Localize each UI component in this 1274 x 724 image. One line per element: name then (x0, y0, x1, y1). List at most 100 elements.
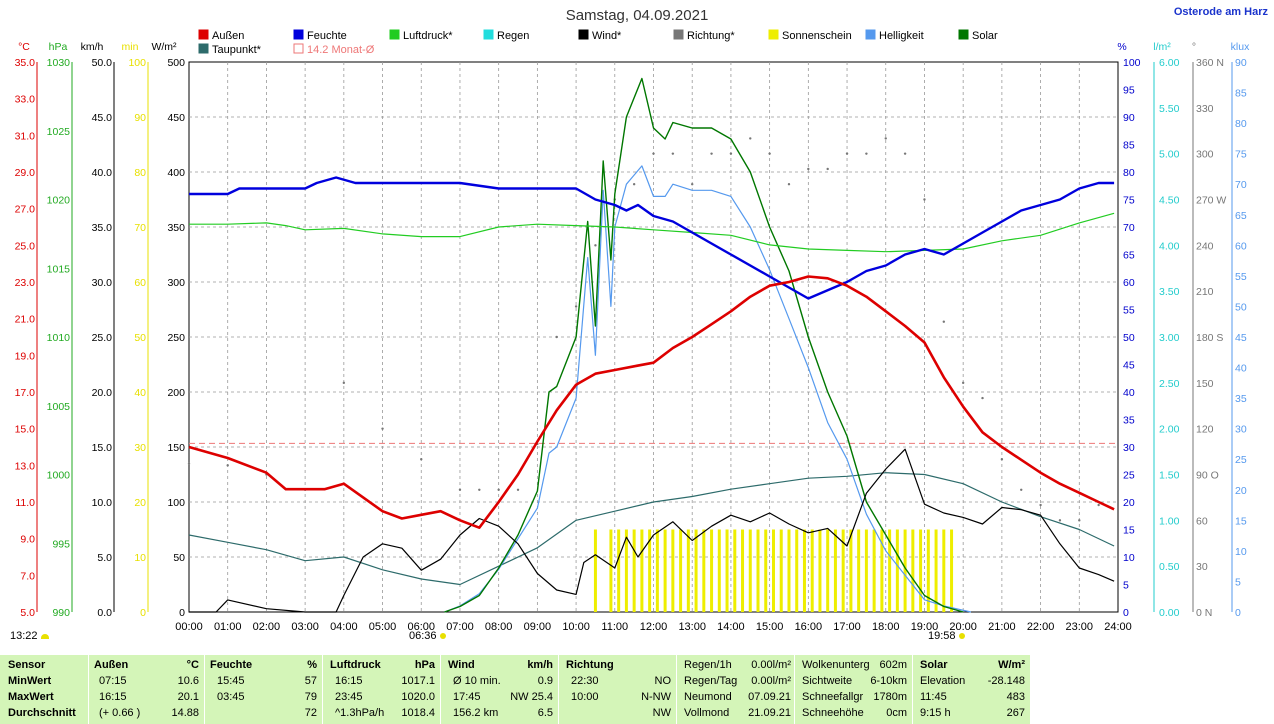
wind-tick-label: 0.0 (97, 607, 112, 619)
legend-swatch (958, 29, 969, 40)
stats-time: 156.2 km (453, 707, 499, 719)
direction-point (342, 381, 346, 385)
dir-tick-label: 240 (1196, 240, 1214, 252)
stats-feuchte: Feuchte% 15:45 57 03:45 79 72 (205, 655, 322, 724)
stats-unit: hPa (414, 659, 435, 671)
lux-tick-label: 5 (1235, 576, 1241, 588)
rain-unit-label: l/m² (1153, 41, 1171, 53)
x-tick-label: 06:00 (407, 621, 435, 633)
lux-tick-label: 15 (1235, 515, 1247, 527)
solar-tick-label: 400 (167, 167, 185, 179)
press-tick-label: 1000 (47, 470, 71, 482)
hum-tick-label: 80 (1123, 167, 1135, 179)
x-tick-label: 14:00 (717, 621, 745, 633)
legend-label: Feuchte (307, 30, 347, 42)
solar-tick-label: 250 (167, 332, 185, 344)
legend-swatch (673, 29, 684, 40)
lux-tick-label: 70 (1235, 179, 1247, 191)
stats-time: 16:15 (335, 675, 363, 687)
stats-richtung: Richtung 22:30 NO 10:00 N-NW NW (559, 655, 676, 724)
chart-series (187, 77, 1118, 613)
stats-value: 07.09.21 (748, 691, 791, 703)
wind-tick-label: 30.0 (92, 277, 113, 289)
direction-point (516, 488, 520, 491)
stats-time: 16:15 (99, 691, 127, 703)
direction-point (942, 320, 946, 323)
dir-tick-label: 30 (1196, 561, 1208, 573)
sunmin-tick-label: 50 (134, 332, 146, 344)
legend-swatch (389, 29, 400, 40)
sunmin-tick-label: 90 (134, 112, 146, 124)
lux-tick-label: 75 (1235, 149, 1247, 161)
hum-tick-label: 70 (1123, 222, 1135, 234)
direction-point (845, 152, 849, 155)
legend-label: Solar (972, 30, 998, 42)
x-tick-label: 23:00 (1066, 621, 1094, 633)
legend-swatch (483, 29, 494, 40)
legend-label: 14.2 Monat-Ø (307, 44, 375, 56)
rain-tick-label: 3.50 (1159, 286, 1180, 298)
hum-tick-label: 55 (1123, 305, 1135, 317)
stats-value: 0.9 (537, 675, 553, 687)
hum-tick-label: 35 (1123, 415, 1135, 427)
wind-unit-label: km/h (81, 41, 104, 53)
stats-label: Vollmond (684, 707, 730, 719)
station-name: Osterode am Harz (1173, 6, 1268, 18)
wind-tick-label: 20.0 (92, 387, 113, 399)
stats-regen: Regen/1h 0.00l/m² Regen/Tag 0.00l/m² Neumo… (677, 655, 794, 724)
temp-tick-label: 31.0 (15, 130, 36, 142)
stats-time: (+ 0.66 ) (99, 707, 141, 719)
legend-swatch (293, 43, 304, 54)
temp-unit-label: °C (18, 41, 30, 53)
press-tick-label: 1030 (47, 57, 71, 69)
temp-tick-label: 17.0 (15, 387, 36, 399)
rain-tick-label: 3.00 (1159, 332, 1180, 344)
lux-unit-label: klux (1231, 41, 1250, 53)
stats-header: Luftdruck (330, 659, 381, 671)
dir-tick-label: 270 W (1196, 195, 1226, 207)
direction-point (478, 488, 481, 491)
sunrise-marker: 06:36 (409, 630, 446, 642)
wind-tick-label: 40.0 (92, 167, 113, 179)
dir-tick-label: 90 O (1196, 470, 1219, 482)
x-tick-label: 17:00 (833, 621, 861, 633)
stats-value: -28.148 (987, 675, 1025, 687)
stats-solar: Solar W/m² Elevation -28.148 11:45 483 9:15… (913, 655, 1030, 724)
stats-value: 20.1 (177, 691, 199, 703)
direction-point (865, 152, 868, 155)
x-tick-label: 20:00 (949, 621, 977, 633)
x-tick-label: 00:00 (175, 621, 203, 633)
stats-time: 15:45 (217, 675, 245, 687)
lux-tick-label: 25 (1235, 454, 1247, 466)
legend-label: Helligkeit (879, 30, 924, 42)
legend-swatch (768, 29, 779, 40)
stats-label: Schneefallgr (802, 691, 864, 703)
chart-title: Samstag, 04.09.2021 (566, 7, 709, 24)
direction-point (1078, 519, 1081, 522)
series-line-auen (188, 275, 1115, 530)
x-tick-label: 02:00 (253, 621, 281, 633)
stats-wolken: Wolkenunterg 602m Sichtweite 6-10km Schnee… (795, 655, 912, 724)
lux-tick-label: 0 (1235, 607, 1241, 619)
x-tick-label: 16:00 (795, 621, 823, 633)
stats-header: Solar (920, 659, 948, 671)
sunmin-tick-label: 60 (134, 277, 146, 289)
stats-value: 1020.0 (401, 691, 435, 703)
stats-value: 6-10km (870, 675, 907, 687)
direction-point (903, 152, 907, 155)
legend-label: Richtung* (687, 30, 735, 42)
stats-time: 10:00 (571, 691, 599, 703)
press-tick-label: 1020 (47, 195, 71, 207)
statistics-panel: Sensor MinWert MaxWert Durchschnitt Auße… (0, 655, 1274, 724)
temp-tick-label: 11.0 (15, 497, 35, 509)
dir-tick-label: 120 (1196, 424, 1214, 436)
stats-label: Neumond (684, 691, 732, 703)
stats-value: 0cm (886, 707, 907, 719)
direction-point (1097, 503, 1100, 507)
temp-tick-label: 13.0 (15, 460, 36, 472)
wind-tick-label: 35.0 (92, 222, 113, 234)
wind-tick-label: 45.0 (92, 112, 113, 124)
x-tick-label: 11:00 (601, 621, 628, 633)
solar-tick-label: 50 (173, 552, 185, 564)
hum-tick-label: 100 (1123, 57, 1141, 69)
